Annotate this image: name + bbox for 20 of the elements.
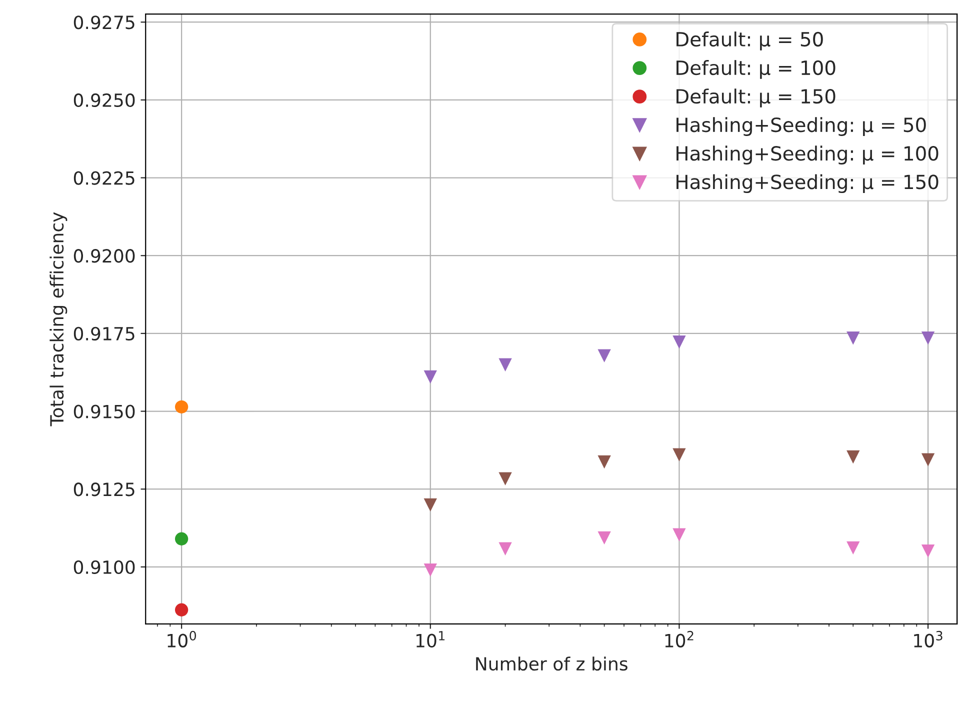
y-tick-label: 0.9250 <box>74 93 135 108</box>
x-tick-label: 10$^{2}$ <box>665 630 694 648</box>
legend-label: Hashing+Seeding: μ = 100 <box>676 146 938 164</box>
y-tick-label: 0.9100 <box>74 560 135 574</box>
y-tick-label: 0.9150 <box>74 404 135 418</box>
y-tick-label: 0.9125 <box>74 482 134 496</box>
x-tick-label: 10$^{0}$ <box>168 630 196 648</box>
y-tick-label: 0.9200 <box>74 249 135 263</box>
x-axis-title: Number of z bins <box>476 656 628 671</box>
legend-label: Hashing+Seeding: μ = 150 <box>676 174 938 194</box>
y-tick-label: 0.9175 <box>74 326 134 341</box>
legend-label: Default: μ = 50 <box>676 32 823 50</box>
y-tick-label: 0.9225 <box>74 171 134 185</box>
legend-label: Hashing+Seeding: μ = 50 <box>676 117 926 136</box>
y-axis-title: Total tracking efficiency <box>50 212 68 426</box>
y-tick-label: 0.9275 <box>74 16 134 30</box>
legend-label: Default: μ = 100 <box>676 60 836 79</box>
legend-label: Default: μ = 150 <box>676 88 836 108</box>
x-tick-label: 10$^{1}$ <box>416 631 445 648</box>
x-tick-label: 10$^{3}$ <box>914 630 942 648</box>
